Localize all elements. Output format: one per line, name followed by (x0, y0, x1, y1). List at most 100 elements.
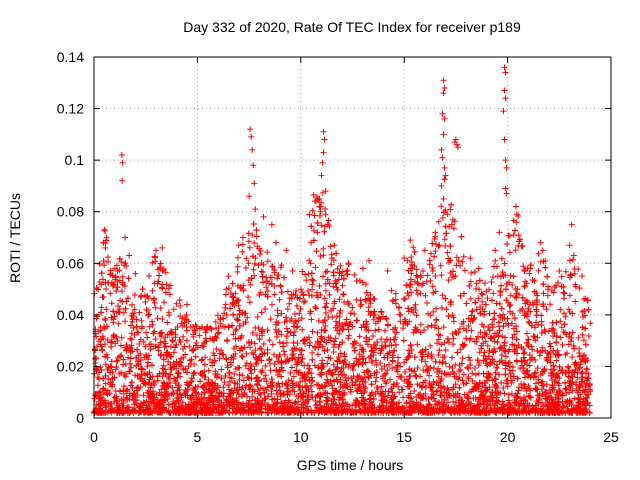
data-point (251, 366, 258, 373)
data-point (192, 353, 199, 360)
data-point (511, 227, 518, 234)
data-point (182, 351, 189, 358)
data-point (449, 311, 456, 318)
data-point (492, 257, 499, 264)
data-point (557, 306, 564, 313)
data-point (113, 358, 120, 365)
data-point (313, 381, 320, 388)
data-point (207, 356, 214, 363)
data-point (490, 274, 497, 281)
data-point (324, 360, 331, 367)
data-point (371, 296, 378, 303)
data-point (553, 319, 560, 326)
data-point (569, 329, 576, 336)
data-point (388, 342, 395, 349)
data-point (176, 297, 183, 304)
data-point (377, 360, 384, 367)
data-point (118, 334, 125, 341)
data-point (167, 343, 174, 350)
data-point (535, 267, 542, 274)
data-point (308, 316, 315, 323)
data-point (276, 296, 283, 303)
data-point (165, 285, 172, 292)
data-point (278, 359, 285, 366)
data-point (459, 355, 466, 362)
data-point (474, 357, 481, 364)
data-point (349, 304, 356, 311)
data-point (160, 362, 167, 369)
data-point (439, 305, 446, 312)
data-point (258, 268, 265, 275)
data-point (269, 341, 276, 348)
data-point (312, 264, 319, 271)
data-point (160, 299, 167, 306)
data-point (108, 300, 115, 307)
data-point (442, 223, 449, 230)
data-point (501, 260, 508, 267)
data-point (426, 372, 433, 379)
data-point (344, 271, 351, 278)
data-point (145, 312, 152, 319)
data-point (411, 354, 418, 361)
data-point (321, 327, 328, 334)
data-point (405, 305, 412, 312)
data-point (225, 285, 232, 292)
data-point (491, 316, 498, 323)
data-point (447, 206, 454, 213)
data-point (430, 308, 437, 315)
data-point (400, 394, 407, 401)
data-point (502, 353, 509, 360)
data-point (413, 373, 420, 380)
data-point (333, 284, 340, 291)
data-point (393, 380, 400, 387)
data-point (538, 318, 545, 325)
data-point (212, 319, 219, 326)
data-point (432, 358, 439, 365)
data-point (414, 274, 421, 281)
data-point (170, 306, 177, 313)
data-point (147, 346, 154, 353)
data-point (167, 282, 174, 289)
data-point (325, 217, 332, 224)
data-point (439, 214, 446, 221)
data-point (333, 313, 340, 320)
data-point (297, 379, 304, 386)
data-point (433, 316, 440, 323)
data-point (562, 268, 569, 275)
data-point (449, 364, 456, 371)
data-point (387, 337, 394, 344)
data-point (198, 357, 205, 364)
data-point (226, 369, 233, 376)
data-point (330, 269, 337, 276)
data-point (287, 369, 294, 376)
data-point (137, 293, 144, 300)
data-point (276, 339, 283, 346)
data-point (296, 383, 303, 390)
data-point (388, 287, 395, 294)
data-point (226, 409, 233, 416)
data-point (397, 318, 404, 325)
data-point (477, 329, 484, 336)
data-point (118, 396, 125, 403)
data-point (234, 317, 241, 324)
data-point (442, 242, 449, 249)
data-point (131, 331, 138, 338)
data-point (372, 327, 379, 334)
data-point (159, 285, 166, 292)
data-point (332, 318, 339, 325)
data-point (410, 244, 417, 251)
data-point (494, 339, 501, 346)
data-point (537, 258, 544, 265)
data-point (136, 309, 143, 316)
data-point (290, 332, 297, 339)
data-point (571, 395, 578, 402)
data-point (560, 295, 567, 302)
data-point (390, 347, 397, 354)
data-point (320, 252, 327, 259)
data-point (222, 304, 229, 311)
data-point (546, 340, 553, 347)
data-point (463, 335, 470, 342)
data-point (157, 260, 164, 267)
data-point (273, 387, 280, 394)
